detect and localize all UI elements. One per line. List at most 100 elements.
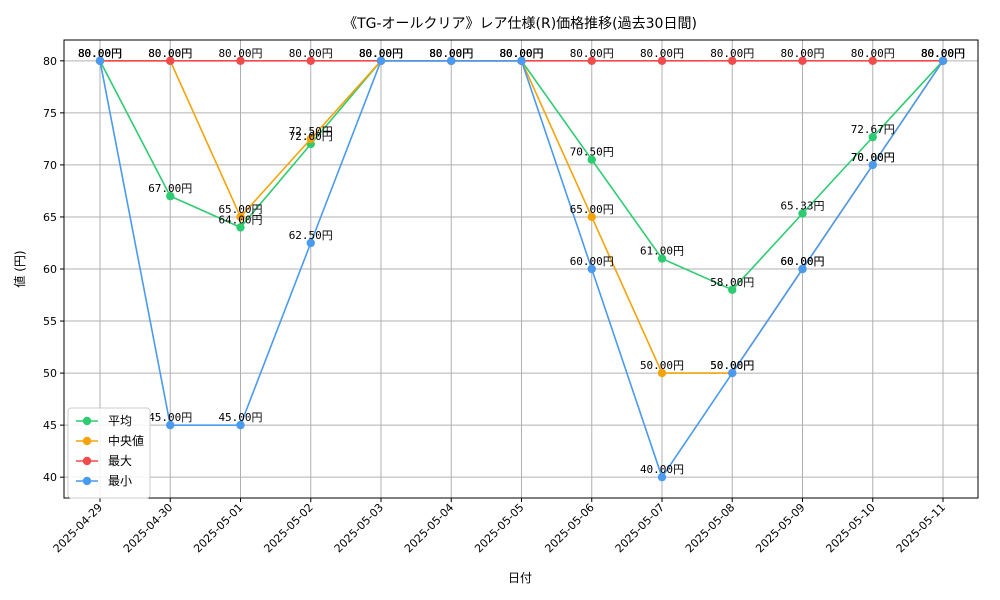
data-label: 80.00円 (640, 47, 684, 60)
data-point (798, 209, 807, 218)
data-label: 80.00円 (429, 47, 473, 60)
data-label: 70.00円 (851, 151, 895, 164)
data-point (657, 254, 667, 263)
legend-label: 最大 (108, 454, 132, 468)
data-label: 80.00円 (148, 47, 192, 60)
series-layer (95, 56, 948, 482)
legend-box (67, 407, 151, 499)
data-point (236, 223, 245, 232)
legend-marker (82, 436, 92, 446)
data-label: 80.00円 (359, 47, 403, 60)
data-label: 62.50円 (289, 229, 333, 242)
y-axis-label: 値 (円) (12, 250, 27, 287)
data-point (236, 212, 245, 222)
data-point (728, 285, 737, 295)
data-label: 72.50円 (289, 125, 333, 138)
data-point (657, 368, 667, 378)
data-label: 45.00円 (218, 411, 262, 424)
data-label: 80.00円 (78, 47, 122, 60)
data-label: 80.00円 (921, 47, 965, 60)
data-label: 64.00円 (218, 213, 262, 226)
data-label: 80.00円 (429, 47, 473, 60)
data-point (938, 56, 948, 66)
data-label: 80.00円 (499, 47, 543, 60)
data-label: 70.50円 (570, 146, 614, 159)
data-label: 80.00円 (499, 47, 543, 60)
data-point (306, 134, 315, 144)
data-label: 80.00円 (78, 47, 122, 60)
data-label: 80.00円 (359, 47, 403, 60)
legend-label: 最小 (108, 474, 132, 488)
data-label: 80.00円 (921, 47, 965, 60)
data-point (376, 56, 386, 66)
data-label: 80.00円 (499, 47, 543, 60)
data-label: 80.00円 (851, 47, 895, 60)
data-point (868, 56, 877, 66)
data-label: 60.00円 (570, 255, 614, 268)
data-label: 80.00円 (429, 47, 473, 60)
data-point (587, 264, 596, 274)
legend-marker (82, 476, 92, 486)
data-point (236, 56, 245, 66)
data-label: 80.00円 (921, 47, 965, 60)
y-tick-label: 40 (43, 471, 57, 484)
data-label: 58.00円 (710, 276, 754, 289)
data-label: 80.00円 (78, 47, 122, 60)
data-point (798, 56, 807, 66)
y-tick-label: 60 (43, 263, 57, 276)
y-tick-label: 80 (43, 55, 57, 68)
data-label: 80.00円 (921, 47, 965, 60)
data-label: 65.00円 (570, 203, 614, 216)
data-label: 80.00円 (289, 47, 333, 60)
data-label: 40.00円 (640, 463, 684, 476)
data-point (587, 56, 596, 66)
data-point (868, 132, 877, 142)
data-point (306, 238, 315, 248)
y-tick-label: 75 (43, 107, 57, 120)
data-label: 80.00円 (429, 47, 473, 60)
data-point (166, 191, 175, 201)
data-label: 50.00円 (710, 359, 754, 372)
data-point (587, 212, 596, 222)
legend-label: 中央値 (108, 433, 144, 448)
data-point (798, 264, 807, 274)
data-point (517, 56, 526, 66)
data-label: 65.00円 (218, 203, 262, 216)
data-label: 80.00円 (359, 47, 403, 60)
data-label: 45.00円 (148, 411, 192, 424)
data-point (728, 56, 737, 66)
legend-marker (82, 456, 92, 466)
y-tick-label: 50 (43, 367, 57, 380)
data-label: 80.00円 (148, 47, 192, 60)
data-point (868, 160, 877, 170)
y-tick-label: 55 (43, 315, 57, 328)
data-label: 61.00円 (640, 245, 684, 258)
data-label: 80.00円 (499, 47, 543, 60)
data-point (657, 472, 667, 482)
y-tick-label: 45 (43, 419, 57, 432)
legend-marker (82, 416, 92, 426)
y-axis-ticks: 40 45 50 55 60 65 70 75 80 (43, 55, 64, 484)
data-labels-layer: 80.00円 67.00円 64.00円 72.00円 80.00円 80.00円 80.0… (78, 47, 965, 476)
data-label: 50.00円 (640, 359, 684, 372)
data-label: 80.00円 (218, 47, 262, 60)
chart-title: 《TG-オールクリア》レア仕様(R)価格推移(過去30日間) (343, 16, 697, 32)
data-label: 72.00円 (289, 130, 333, 143)
data-point (587, 155, 596, 164)
data-label: 60.00円 (780, 255, 824, 268)
y-tick-label: 70 (43, 159, 57, 172)
data-point (236, 420, 245, 430)
data-point (166, 56, 175, 66)
data-point (95, 56, 105, 66)
data-label: 65.33円 (780, 200, 824, 213)
data-point (166, 420, 175, 430)
data-label: 80.00円 (710, 47, 754, 60)
data-label: 80.00円 (570, 47, 614, 60)
data-label: 50.00円 (710, 359, 754, 372)
data-point (447, 56, 456, 66)
data-label: 60.00円 (780, 255, 824, 268)
